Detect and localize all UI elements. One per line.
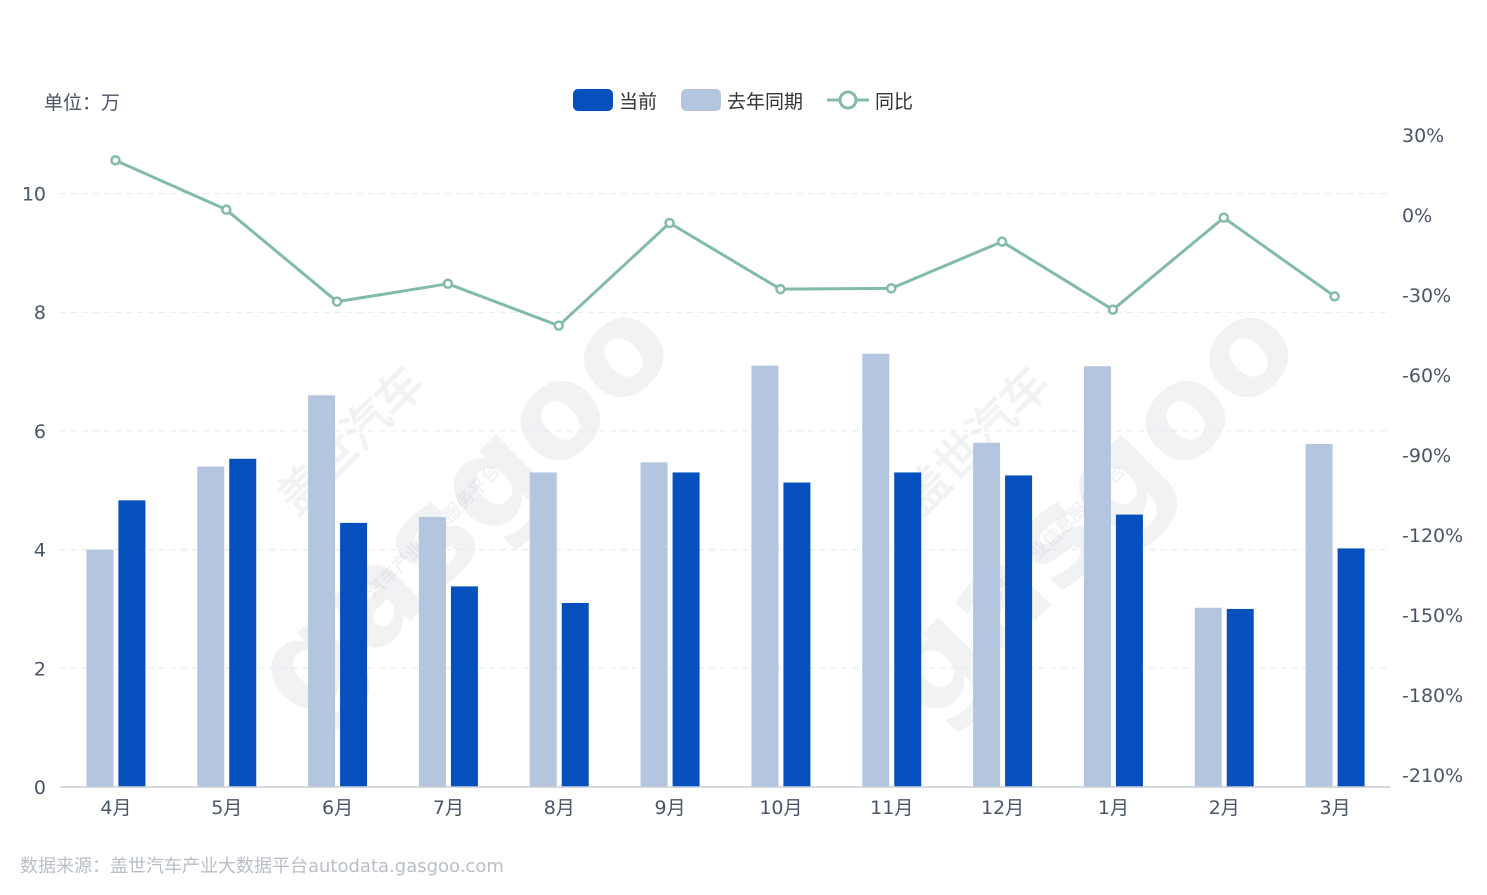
y-right-tick-label: -180% xyxy=(1402,685,1463,707)
y-right-tick-label: -60% xyxy=(1402,365,1451,387)
yoy-point[interactable] xyxy=(996,236,1008,247)
y-left-tick-label: 10 xyxy=(22,184,46,206)
bar-last-year[interactable] xyxy=(529,472,557,787)
bar-last-year[interactable] xyxy=(973,442,1001,787)
legend-yoy-label[interactable]: 同比 xyxy=(875,90,914,113)
legend-last-year-swatch[interactable] xyxy=(681,89,722,111)
y-left-tick-label: 0 xyxy=(34,777,46,799)
y-right-tick-label: -120% xyxy=(1402,525,1463,547)
bar-current[interactable] xyxy=(229,458,257,787)
x-tick-label: 5月 xyxy=(211,797,242,819)
yoy-point[interactable] xyxy=(553,320,564,331)
bar-current[interactable] xyxy=(118,500,146,787)
x-tick-label: 4月 xyxy=(100,797,131,819)
bar-last-year[interactable] xyxy=(86,549,114,787)
y-left-tick-label: 6 xyxy=(34,421,46,443)
yoy-point[interactable] xyxy=(1218,212,1229,223)
x-tick-label: 1月 xyxy=(1098,797,1129,819)
y-right-tick-label: -90% xyxy=(1402,445,1451,467)
y-left-tick-label: 2 xyxy=(34,658,46,680)
bar-last-year[interactable] xyxy=(751,365,779,787)
legend-yoy-icon[interactable] xyxy=(827,89,870,111)
yoy-point[interactable] xyxy=(1329,291,1340,302)
bar-last-year[interactable] xyxy=(308,395,336,787)
x-tick-label: 2月 xyxy=(1209,797,1240,819)
yoy-point[interactable] xyxy=(110,155,121,166)
y-right-tick-label: 30% xyxy=(1402,125,1444,147)
legend: 当前 去年同期 同比 xyxy=(573,86,913,114)
x-tick-label: 7月 xyxy=(433,797,464,819)
bar-current[interactable] xyxy=(783,482,811,787)
bar-current[interactable] xyxy=(450,586,478,787)
bar-current[interactable] xyxy=(1226,608,1254,787)
bar-last-year[interactable] xyxy=(418,516,446,787)
bar-current[interactable] xyxy=(340,522,368,787)
yoy-point[interactable] xyxy=(775,283,786,295)
yoy-point[interactable] xyxy=(221,204,232,215)
bar-last-year[interactable] xyxy=(197,466,225,787)
y-right-tick-label: -210% xyxy=(1402,765,1463,787)
yoy-point[interactable] xyxy=(1107,304,1119,315)
bar-last-year[interactable] xyxy=(640,462,668,787)
bar-current[interactable] xyxy=(672,472,700,787)
yoy-point[interactable] xyxy=(331,296,343,307)
bar-last-year[interactable] xyxy=(862,353,890,787)
y-left-tick-label: 4 xyxy=(34,540,46,562)
x-tick-label: 8月 xyxy=(544,797,575,819)
yoy-point[interactable] xyxy=(442,278,454,290)
bar-current[interactable] xyxy=(1115,514,1143,787)
legend-current-swatch[interactable] xyxy=(573,89,613,111)
x-tick-label: 10月 xyxy=(759,797,802,819)
y-left-tick-label: 8 xyxy=(34,302,46,324)
y-right-tick-label: 0% xyxy=(1402,205,1432,227)
data-source-note: 数据来源：盖世汽车产业大数据平台autodata.gasgoo.com xyxy=(20,856,504,877)
bar-last-year[interactable] xyxy=(1194,607,1222,787)
y-right-tick-label: -150% xyxy=(1402,605,1463,627)
bar-current[interactable] xyxy=(561,603,589,787)
yoy-point[interactable] xyxy=(664,217,675,229)
legend-current-label[interactable]: 当前 xyxy=(619,90,658,113)
x-tick-label: 12月 xyxy=(981,797,1024,819)
x-tick-label: 6月 xyxy=(322,797,353,819)
y-right-tick-label: -30% xyxy=(1402,285,1451,307)
bar-current[interactable] xyxy=(894,472,922,787)
bar-current[interactable] xyxy=(1005,475,1033,787)
unit-label: 单位：万 xyxy=(44,92,121,114)
x-tick-label: 9月 xyxy=(655,797,686,819)
bar-last-year[interactable] xyxy=(1083,366,1111,787)
yoy-line xyxy=(114,158,1336,328)
legend-last-year-label[interactable]: 去年同期 xyxy=(727,90,804,113)
bar-current[interactable] xyxy=(1337,548,1365,787)
bar-last-year[interactable] xyxy=(1305,443,1333,787)
x-tick-label: 11月 xyxy=(870,797,913,819)
yoy-point[interactable] xyxy=(886,283,897,294)
x-tick-label: 3月 xyxy=(1320,797,1351,819)
